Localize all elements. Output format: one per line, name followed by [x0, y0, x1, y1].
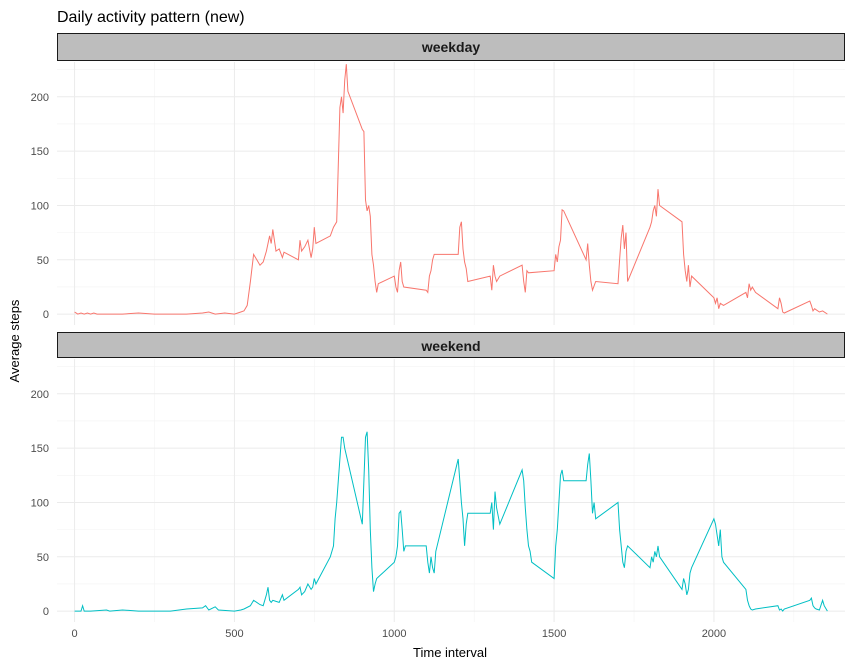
- series-line-weekday: [74, 64, 828, 315]
- y-tick-label: 0: [43, 309, 49, 321]
- y-tick-labels-weekday: 0 50 100 150 200: [31, 92, 49, 321]
- strip-weekend: [57, 332, 845, 358]
- y-tick-label: 0: [43, 606, 49, 618]
- x-tick-label: 500: [225, 628, 243, 640]
- y-axis-label: Average steps: [7, 299, 22, 382]
- x-tick-label: 2000: [702, 628, 726, 640]
- facet-weekday: weekday 0 50 100 150 200: [31, 33, 845, 325]
- series-line-weekend: [74, 431, 828, 612]
- strip-label-weekend: weekend: [420, 338, 480, 354]
- y-tick-label: 200: [31, 92, 49, 104]
- x-tick-label: 1500: [542, 628, 566, 640]
- x-axis-label: Time interval: [413, 645, 487, 660]
- y-tick-label: 50: [37, 255, 49, 267]
- grid-weekday: [57, 62, 845, 325]
- y-tick-label: 200: [31, 389, 49, 401]
- strip-weekday: [57, 33, 845, 61]
- y-tick-label: 100: [31, 497, 49, 509]
- x-tick-label: 1000: [382, 628, 406, 640]
- x-tick-labels: 0 500 1000 1500 2000: [72, 628, 727, 640]
- chart-title: Daily activity pattern (new): [57, 9, 245, 26]
- facet-weekend: weekend 0 50 100 150 200: [31, 332, 845, 622]
- strip-label-weekday: weekday: [421, 39, 481, 55]
- grid-weekend: [57, 359, 845, 622]
- y-tick-label: 100: [31, 200, 49, 212]
- x-tick-label: 0: [72, 628, 78, 640]
- y-tick-label: 150: [31, 443, 49, 455]
- y-tick-labels-weekend: 0 50 100 150 200: [31, 389, 49, 618]
- y-tick-label: 50: [37, 552, 49, 564]
- y-tick-label: 150: [31, 146, 49, 158]
